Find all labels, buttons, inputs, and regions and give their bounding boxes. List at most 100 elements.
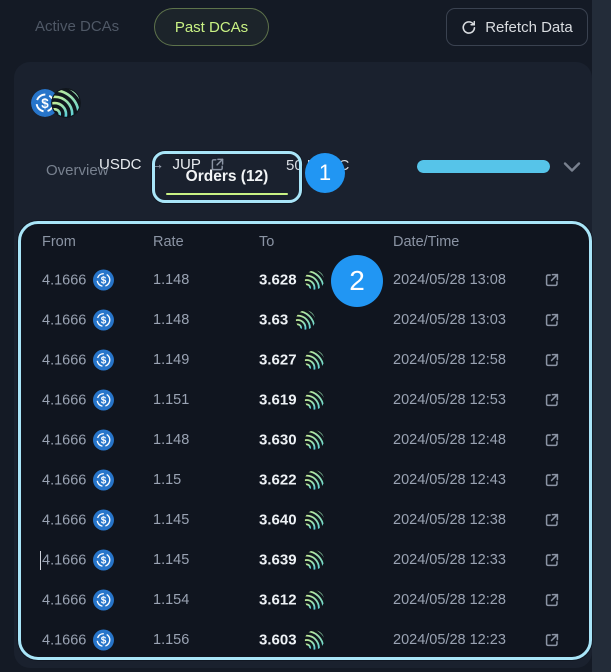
usdc-coin-icon — [93, 309, 115, 331]
from-amount: 4.1666 — [42, 632, 87, 648]
from-amount-cell: 4.1666 — [42, 629, 115, 651]
jup-coin-icon — [304, 430, 325, 451]
from-amount-cell: 4.1666 — [42, 389, 115, 411]
rate-cell: 1.148 — [153, 432, 190, 448]
jup-coin-icon — [304, 510, 325, 531]
to-amount-cell: 3.630 — [259, 430, 325, 451]
to-amount: 3.628 — [259, 271, 297, 289]
dca-progress-fill — [417, 160, 550, 173]
orders-table-header: From Rate To Date/Time — [21, 224, 589, 260]
datetime-cell: 2024/05/28 12:48 — [393, 432, 506, 448]
to-amount: 3.63 — [259, 311, 289, 329]
jup-coin-icon — [304, 390, 325, 411]
refresh-icon — [462, 20, 476, 34]
rate-cell: 1.156 — [153, 632, 190, 648]
usdc-coin-icon — [93, 589, 115, 611]
annotation-badge-1: 1 — [305, 153, 345, 193]
usdc-coin-icon — [93, 269, 115, 291]
tab-active-dcas[interactable]: Active DCAs — [35, 18, 120, 35]
table-row: 4.1666 1.154 3.612 2024/05/28 12:28 — [21, 580, 589, 620]
top-bar: Active DCAs Past DCAs Refetch Data — [0, 0, 611, 54]
order-external-link-icon[interactable] — [542, 430, 562, 450]
jup-coin-icon — [304, 550, 325, 571]
order-external-link-icon[interactable] — [542, 470, 562, 490]
dca-progress-bar — [417, 160, 550, 173]
order-external-link-icon[interactable] — [542, 510, 562, 530]
col-header-rate: Rate — [153, 234, 184, 250]
datetime-cell: 2024/05/28 12:43 — [393, 472, 506, 488]
from-amount-cell: 4.1666 — [42, 469, 115, 491]
table-row: 4.1666 1.148 3.63 2024/05/28 13:03 — [21, 300, 589, 340]
col-header-to: To — [259, 234, 275, 250]
usdc-coin-icon — [93, 389, 115, 411]
datetime-cell: 2024/05/28 12:53 — [393, 392, 506, 408]
from-amount: 4.1666 — [42, 592, 87, 608]
to-amount: 3.627 — [259, 351, 297, 369]
jup-coin-icon — [304, 350, 325, 371]
datetime-cell: 2024/05/28 12:58 — [393, 352, 506, 368]
order-external-link-icon[interactable] — [542, 630, 562, 650]
datetime-cell: 2024/05/28 12:38 — [393, 512, 506, 528]
table-rows: 4.1666 1.148 3.628 2024/05/28 13:08 4.16… — [21, 260, 589, 657]
rate-cell: 1.145 — [153, 552, 190, 568]
to-amount: 3.640 — [259, 511, 297, 529]
to-amount: 3.619 — [259, 391, 297, 409]
datetime-cell: 2024/05/28 12:33 — [393, 552, 506, 568]
tab-overview[interactable]: Overview — [46, 162, 109, 179]
position-summary-row[interactable]: USDC → JUP 50 USDC — [14, 62, 592, 174]
col-header-datetime: Date/Time — [393, 234, 460, 250]
tab-past-dcas[interactable]: Past DCAs — [154, 8, 269, 46]
tab-orders[interactable]: Orders (12) — [152, 151, 302, 203]
to-amount-cell: 3.639 — [259, 550, 325, 571]
past-dcas-label: Past DCAs — [174, 18, 249, 36]
from-amount: 4.1666 — [42, 272, 87, 288]
from-amount: 4.1666 — [42, 392, 87, 408]
from-amount: 4.1666 — [42, 352, 87, 368]
to-amount: 3.630 — [259, 431, 297, 449]
from-amount-cell: 4.1666 — [42, 509, 115, 531]
table-row: 4.1666 1.148 3.630 2024/05/28 12:48 — [21, 420, 589, 460]
tab-orders-label: Orders (12) — [185, 168, 269, 185]
refetch-data-button[interactable]: Refetch Data — [446, 8, 588, 46]
from-amount-cell: 4.1666 — [42, 309, 115, 331]
table-row: 4.1666 1.145 3.640 2024/05/28 12:38 — [21, 500, 589, 540]
datetime-cell: 2024/05/28 12:23 — [393, 632, 506, 648]
from-amount-cell: 4.1666 — [42, 549, 115, 571]
datetime-cell: 2024/05/28 13:08 — [393, 272, 506, 288]
datetime-cell: 2024/05/28 13:03 — [393, 312, 506, 328]
order-external-link-icon[interactable] — [542, 390, 562, 410]
to-amount: 3.612 — [259, 591, 297, 609]
usdc-coin-icon — [93, 549, 115, 571]
from-amount: 4.1666 — [42, 552, 87, 568]
order-external-link-icon[interactable] — [542, 350, 562, 370]
to-amount-cell: 3.612 — [259, 590, 325, 611]
from-amount: 4.1666 — [42, 472, 87, 488]
rate-cell: 1.148 — [153, 272, 190, 288]
rate-cell: 1.151 — [153, 392, 190, 408]
table-row: 4.1666 1.156 3.603 2024/05/28 12:23 — [21, 620, 589, 657]
order-external-link-icon[interactable] — [542, 310, 562, 330]
from-amount: 4.1666 — [42, 312, 87, 328]
col-header-from: From — [42, 234, 76, 250]
jup-coin-icon — [304, 590, 325, 611]
from-amount-cell: 4.1666 — [42, 589, 115, 611]
to-amount-cell: 3.63 — [259, 310, 316, 331]
jup-coin-icon — [304, 270, 325, 291]
from-amount-cell: 4.1666 — [42, 269, 115, 291]
table-row: 4.1666 1.149 3.627 2024/05/28 12:58 — [21, 340, 589, 380]
to-token-label: JUP — [172, 156, 201, 173]
to-amount-cell: 3.622 — [259, 470, 325, 491]
rate-cell: 1.148 — [153, 312, 190, 328]
from-amount: 4.1666 — [42, 512, 87, 528]
order-external-link-icon[interactable] — [542, 270, 562, 290]
order-external-link-icon[interactable] — [542, 550, 562, 570]
badge-1-number: 1 — [318, 160, 332, 185]
usdc-coin-icon — [93, 469, 115, 491]
page-right-gutter — [592, 0, 611, 672]
usdc-coin-icon — [93, 349, 115, 371]
from-token-label: USDC — [99, 156, 142, 173]
rate-cell: 1.149 — [153, 352, 190, 368]
to-amount-cell: 3.619 — [259, 390, 325, 411]
order-external-link-icon[interactable] — [542, 590, 562, 610]
chevron-down-icon[interactable] — [562, 158, 584, 176]
